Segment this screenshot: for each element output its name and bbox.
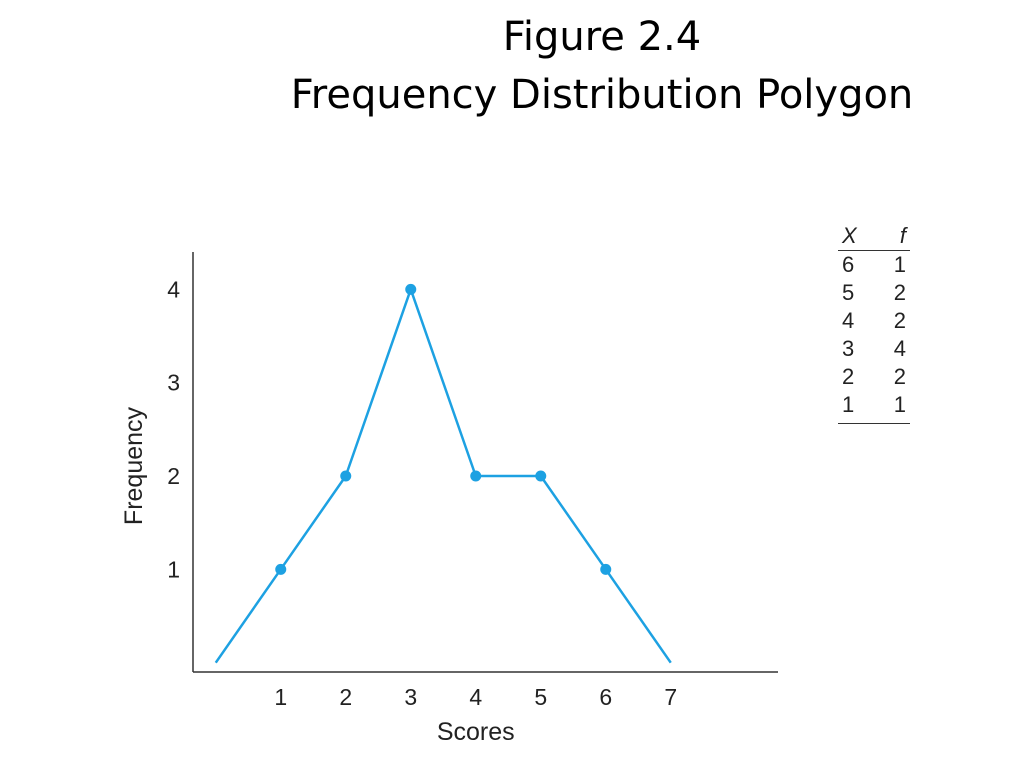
x-axis-title: Scores: [437, 718, 515, 746]
series: [214, 283, 672, 664]
x-tick-label: 3: [404, 684, 417, 710]
x-tick-label: 7: [664, 684, 677, 710]
header-f: f: [876, 222, 910, 251]
table-header-row: X f: [838, 222, 910, 251]
tick-labels: 1 2 3 4 5 6 7 1 2 3 4: [167, 276, 677, 710]
cell-frequency: 4: [893, 336, 906, 361]
table-row: 5 2: [838, 279, 910, 307]
cell-score: 4: [842, 308, 855, 333]
data-point: [340, 470, 352, 482]
table-row: 1 1: [838, 391, 910, 424]
data-point: [600, 563, 612, 575]
cell-frequency: 1: [893, 252, 906, 277]
header-x: X: [838, 222, 877, 251]
cell-frequency: 2: [893, 364, 906, 389]
cell-frequency: 1: [876, 391, 910, 424]
x-tick-label: 5: [534, 684, 547, 710]
cell-frequency: 2: [893, 280, 906, 305]
cell-score: 6: [842, 252, 855, 277]
y-axis-title: Frequency: [120, 406, 148, 525]
figure-caption: Frequency Distribution Polygon: [290, 72, 914, 118]
y-tick-label: 2: [167, 463, 180, 489]
data-point: [405, 283, 417, 295]
table-row: 4 2: [838, 307, 910, 335]
axes: [192, 252, 778, 673]
cell-score: 2: [842, 364, 855, 389]
figure-number: Figure 2.4: [502, 14, 702, 60]
frequency-table: X f 6 1 5 2 4 2 3 4 2 2: [838, 222, 910, 424]
cell-score: 3: [842, 336, 855, 361]
x-tick-label: 1: [274, 684, 287, 710]
y-tick-label: 3: [167, 370, 180, 396]
table-row: 2 2: [838, 363, 910, 391]
y-tick-label: 4: [167, 276, 180, 302]
frequency-table-grid: X f 6 1 5 2 4 2 3 4 2 2: [838, 222, 910, 424]
table-row: 3 4: [838, 335, 910, 363]
table-row: 6 1: [838, 251, 910, 280]
x-tick-label: 4: [469, 684, 482, 710]
cell-frequency: 2: [893, 308, 906, 333]
x-tick-label: 2: [339, 684, 352, 710]
cell-score: 1: [838, 391, 877, 424]
data-point: [470, 470, 482, 482]
frequency-polygon-line: [214, 288, 672, 664]
slide-title: Figure 2.4 Frequency Distribution Polygo…: [200, 8, 1004, 124]
cell-score: 5: [842, 280, 855, 305]
y-tick-label: 1: [167, 556, 180, 582]
x-tick-label: 6: [599, 684, 612, 710]
data-point: [535, 470, 547, 482]
data-point: [275, 563, 287, 575]
